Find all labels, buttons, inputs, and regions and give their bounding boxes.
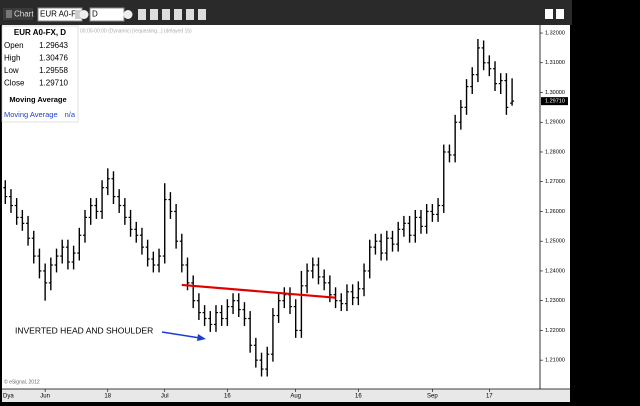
- y-tick-label: 1.31000: [545, 60, 565, 66]
- x-tick-label: Aug: [290, 394, 301, 400]
- y-tick-label: 1.28000: [545, 149, 565, 155]
- plot: [3, 38, 515, 377]
- y-tick-label: 1.29000: [545, 120, 565, 126]
- info-title: EUR A0-FX, D: [14, 28, 66, 37]
- annotation-arrow: [161, 331, 201, 339]
- dropdown[interactable]: [75, 10, 81, 19]
- copyright: © eSignal, 2012: [4, 378, 40, 385]
- annotation-text: INVERTED HEAD AND SHOULDER: [15, 325, 153, 335]
- study-title: Moving Average: [9, 95, 66, 104]
- tool-icon[interactable]: [198, 9, 206, 20]
- info-value: 1.29558: [39, 66, 68, 75]
- x-tick-label: 17: [486, 394, 493, 400]
- tool-icon[interactable]: [138, 9, 146, 20]
- x-tick-label: 18: [104, 394, 111, 400]
- info-label: Close: [4, 79, 25, 88]
- tool-icon[interactable]: [162, 9, 170, 20]
- trend-line: [181, 283, 336, 299]
- info-label: High: [4, 54, 20, 63]
- corner-label: Dya: [3, 394, 14, 400]
- interval-text: D: [92, 10, 98, 19]
- y-tick-label: 1.21000: [545, 358, 565, 364]
- y-tick-label: 1.24000: [545, 268, 565, 274]
- info-rows: Open 1.29643 High 1.30476 Low 1.29558 Close 1.2…: [4, 41, 69, 88]
- y-tick-label: 1.23000: [545, 298, 565, 304]
- info-box: [1, 25, 79, 123]
- study-name: Moving Average: [4, 110, 58, 119]
- last-price-label: 1.29710: [545, 99, 565, 105]
- tool-icon[interactable]: [174, 9, 182, 20]
- y-tick-label: 1.32000: [545, 30, 565, 36]
- info-value: 1.29710: [39, 79, 68, 88]
- info-value: 1.30476: [39, 54, 68, 63]
- tool-icons: [138, 9, 564, 20]
- interval-icon[interactable]: [123, 10, 133, 19]
- study-value: n/a: [65, 110, 76, 119]
- time-axis: [2, 389, 570, 402]
- y-tick-label: 1.25000: [545, 239, 565, 245]
- price-axis: [540, 25, 570, 389]
- info-value: 1.29643: [39, 41, 68, 50]
- plot-area: [2, 25, 540, 389]
- tab-label: Chart: [14, 10, 34, 19]
- y-tick-label: 1.26000: [545, 209, 565, 215]
- x-tick-label: 16: [224, 394, 231, 400]
- x-tick-label: Sep: [427, 394, 438, 400]
- x-tick-label: 16: [355, 394, 362, 400]
- search-icon[interactable]: [79, 10, 89, 19]
- arrow-head: [197, 334, 206, 341]
- symbol-text: EUR A0-FX: [40, 10, 82, 19]
- window-button[interactable]: [545, 9, 553, 19]
- x-tick-label: Jul: [161, 394, 169, 400]
- y-tick-label: 1.22000: [545, 328, 565, 334]
- last-price-box: [541, 97, 568, 106]
- y-tick-label: 1.30000: [545, 90, 565, 96]
- annotation-group: INVERTED HEAD AND SHOULDER: [15, 325, 206, 341]
- x-tick-label: Jun: [40, 394, 50, 400]
- info-label: Low: [4, 66, 19, 75]
- tool-icon[interactable]: [186, 9, 194, 20]
- tab-icon: [6, 10, 12, 18]
- info-label: Open: [4, 41, 24, 50]
- tool-icon[interactable]: [150, 9, 158, 20]
- status-text: 00:00-00:00 (Dynamic) [requesting...] (d…: [80, 28, 192, 34]
- y-tick-label: 1.27000: [545, 179, 565, 185]
- window-button[interactable]: [556, 9, 564, 19]
